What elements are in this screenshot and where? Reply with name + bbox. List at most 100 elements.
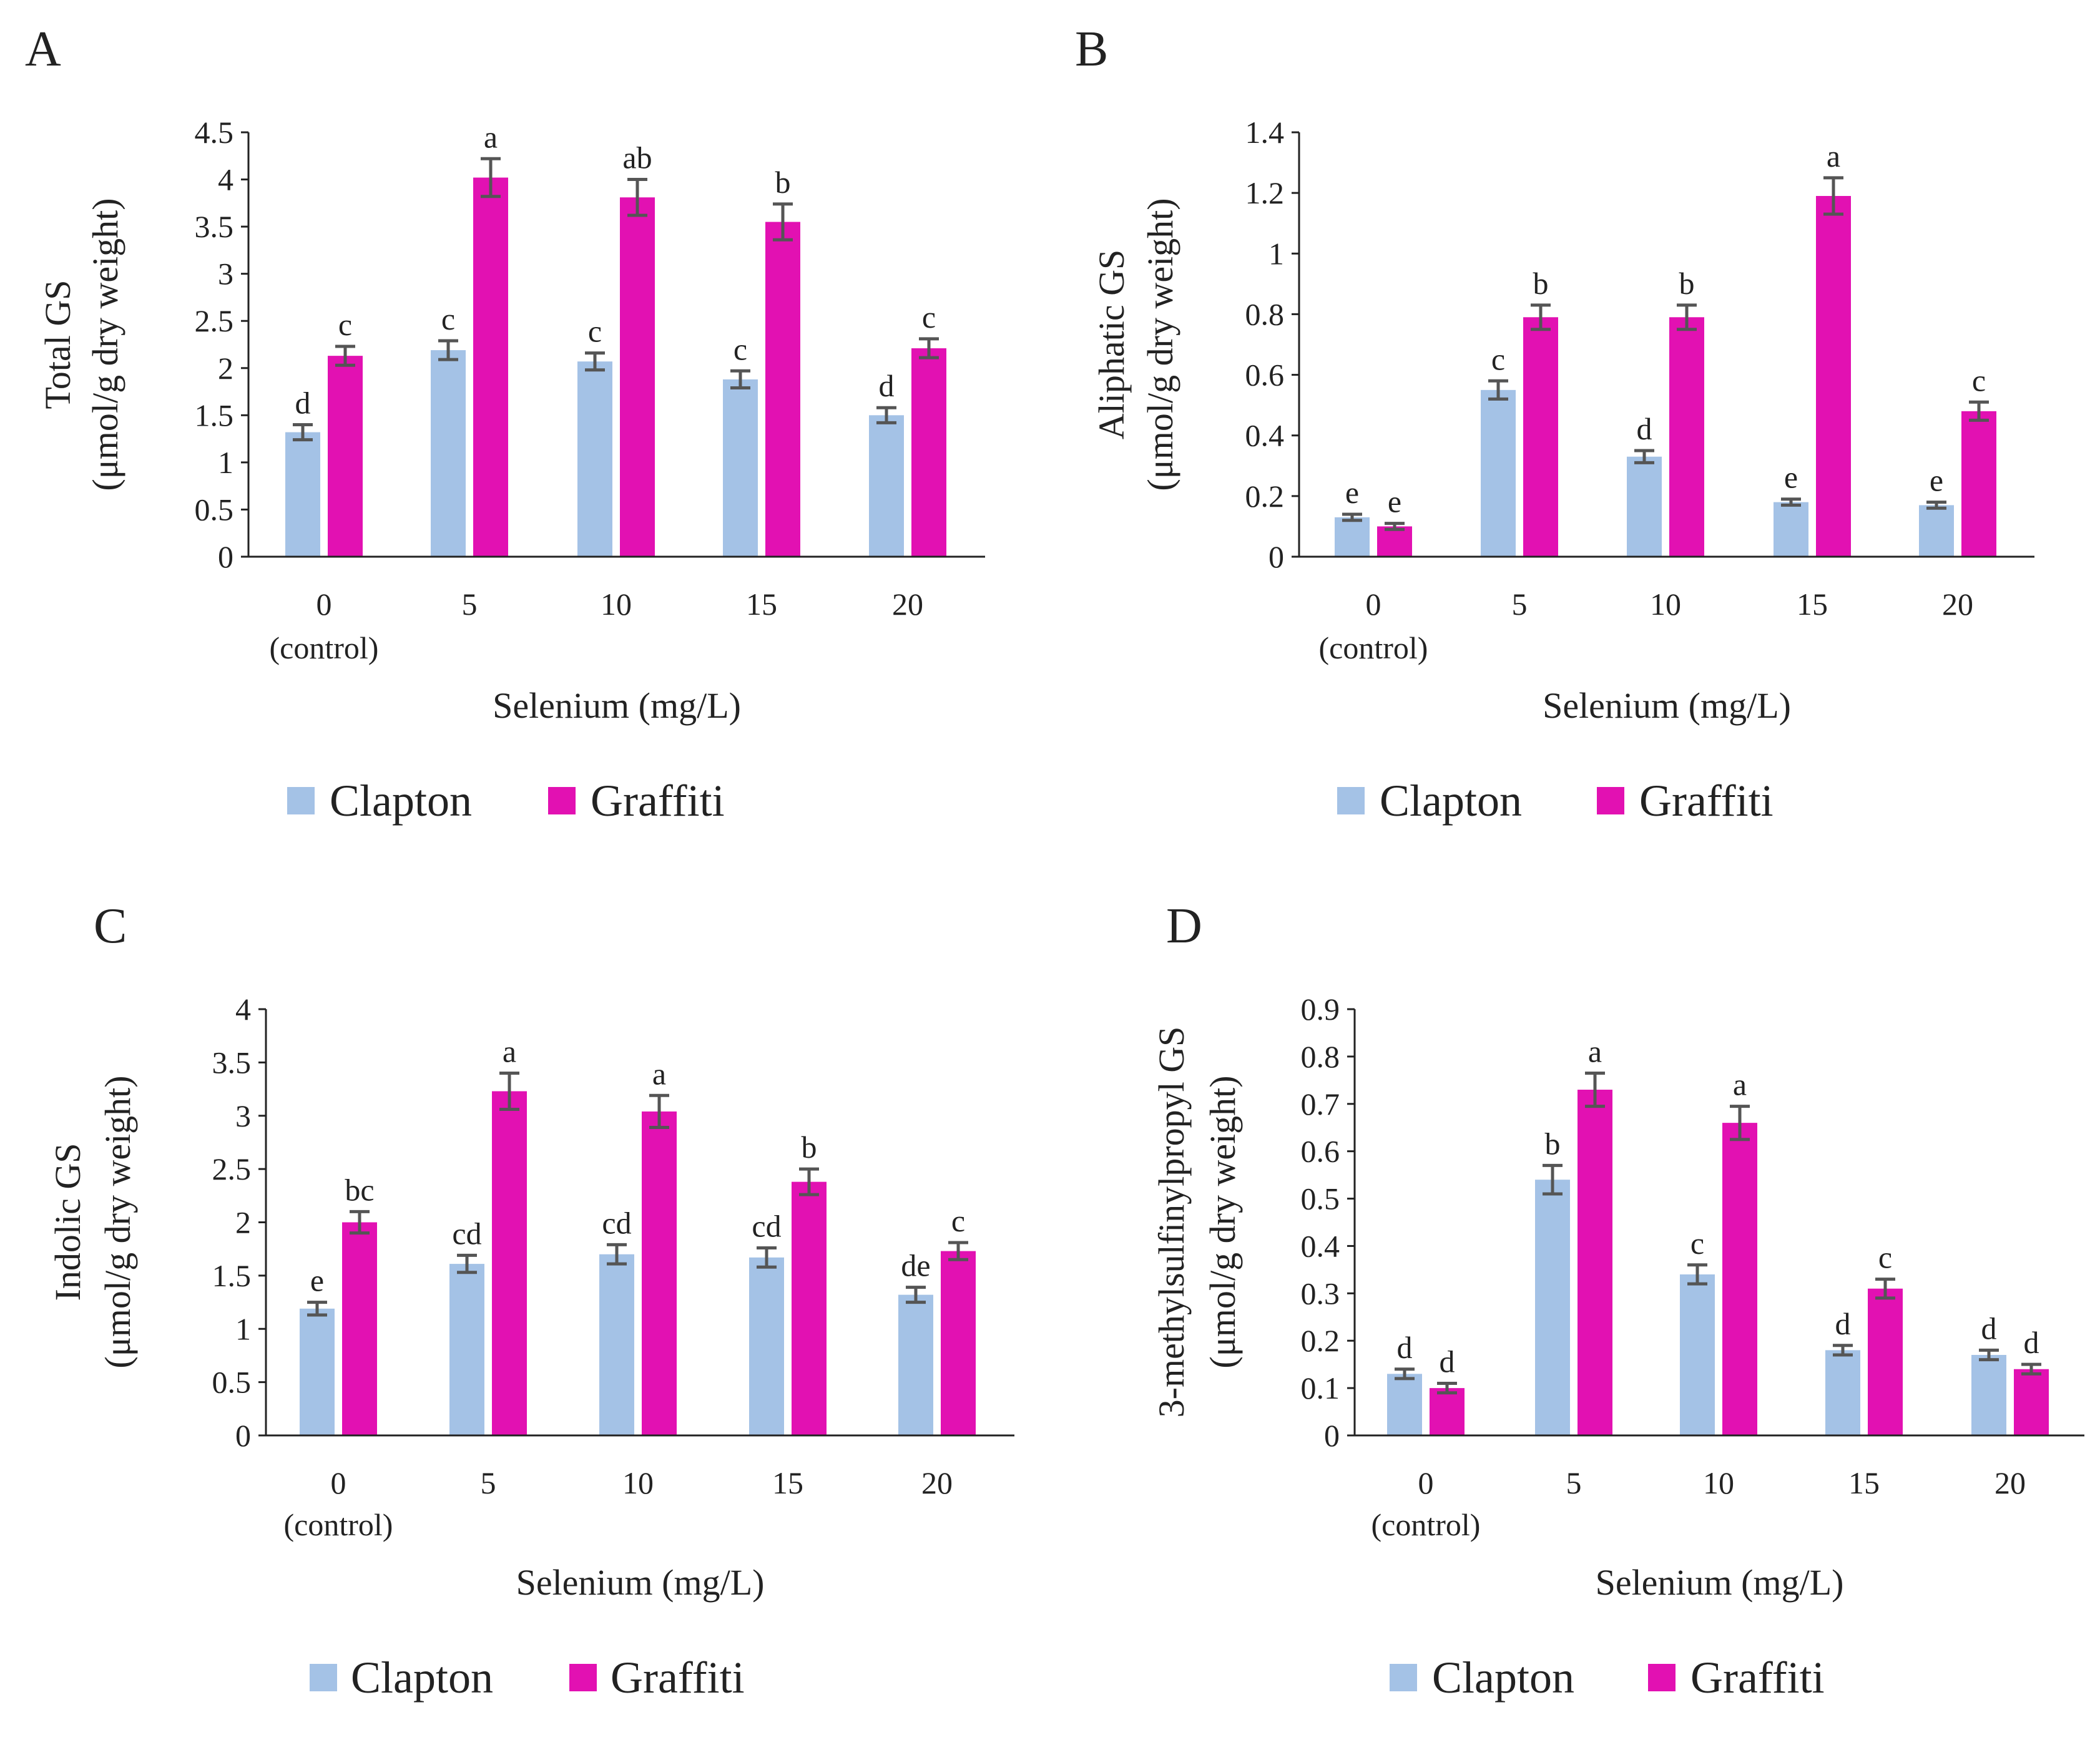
x-tick-sublabel: (control)	[1319, 630, 1428, 665]
significance-label: d	[879, 368, 895, 403]
significance-label: e	[310, 1263, 324, 1298]
error-bar	[1979, 1348, 1999, 1362]
legend: Clapton Graffiti	[287, 776, 725, 826]
significance-label: e	[1784, 460, 1798, 495]
y-tick-label: 3	[235, 1098, 251, 1133]
chart-panel-a: A00.511.522.533.544.5dc ccdcaabbc0(contro…	[25, 22, 985, 826]
significance-label: d	[1397, 1330, 1413, 1365]
legend-label-clapton: Clapton	[351, 1653, 493, 1703]
significance-label: b	[1679, 266, 1695, 301]
significance-label: de	[901, 1248, 930, 1283]
y-tick-label: 1	[218, 445, 233, 480]
x-tick-label: 10	[622, 1465, 654, 1500]
y-tick-label: 0.9	[1301, 992, 1340, 1027]
y-tick-label: 1.2	[1245, 175, 1285, 210]
bar-graffiti	[642, 1111, 677, 1435]
error-bar	[607, 1243, 627, 1266]
significance-label: a	[1827, 139, 1840, 174]
y-tick-label: 0	[235, 1418, 251, 1453]
significance-label: cd	[452, 1216, 481, 1251]
x-tick-sublabel: (control)	[284, 1507, 393, 1542]
error-bar	[773, 202, 793, 242]
error-bar	[2021, 1362, 2041, 1376]
error-bar	[730, 369, 750, 390]
error-bar	[335, 345, 355, 367]
error-bar	[481, 157, 501, 198]
significance-label: c	[588, 314, 602, 349]
error-bar	[1687, 1263, 1707, 1286]
error-bar	[1531, 303, 1551, 331]
error-bar	[1875, 1278, 1895, 1300]
y-tick-label: 2	[218, 351, 233, 386]
x-tick-sublabel: (control)	[270, 630, 379, 665]
y-tick-label: 0.5	[212, 1365, 252, 1400]
legend-swatch-clapton	[287, 787, 315, 814]
bar-clapton	[1335, 517, 1370, 557]
y-tick-label: 1.5	[195, 398, 234, 433]
significance-label: a	[503, 1034, 516, 1068]
bar-clapton	[898, 1294, 933, 1435]
x-tick-label: 5	[481, 1465, 496, 1500]
y-tick-label: 0.7	[1301, 1087, 1340, 1122]
x-tick-label: 0	[1418, 1465, 1434, 1500]
y-tick-label: 0.6	[1301, 1134, 1340, 1169]
x-tick-label: 15	[746, 587, 777, 622]
x-tick-label: 5	[462, 587, 478, 622]
y-tick-label: 0.3	[1301, 1276, 1340, 1311]
bar-clapton	[1774, 502, 1808, 557]
x-tick-label: 5	[1512, 587, 1528, 622]
significance-label: d	[2024, 1325, 2039, 1360]
significance-label: d	[1440, 1344, 1455, 1379]
y-tick-label: 1	[1268, 236, 1284, 271]
significance-label: c	[441, 301, 455, 336]
y-axis-title-line: (μmol/g dry weight)	[1140, 198, 1180, 491]
y-axis-title-line: 3-methylsulfinylpropyl GS	[1151, 1027, 1192, 1418]
significance-label: c	[1878, 1240, 1892, 1275]
x-tick-label: 20	[1942, 587, 1973, 622]
x-tick-label: 20	[892, 587, 923, 622]
x-axis-title: Selenium (mg/L)	[516, 1562, 765, 1603]
legend-swatch-graffiti	[569, 1664, 597, 1691]
panel-letter: A	[25, 22, 61, 77]
error-bar	[1730, 1105, 1750, 1141]
significance-label: c	[951, 1203, 965, 1238]
x-tick-label: 10	[1650, 587, 1681, 622]
bar-graffiti	[473, 177, 508, 557]
legend: Clapton Graffiti	[1337, 776, 1774, 826]
error-bar	[1781, 497, 1801, 507]
significance-label: a	[484, 119, 498, 154]
y-tick-label: 3.5	[212, 1045, 252, 1080]
legend-swatch-graffiti	[1597, 787, 1624, 814]
significance-label: bc	[345, 1172, 374, 1207]
y-tick-label: 0.5	[1301, 1181, 1340, 1216]
error-bar	[1488, 379, 1508, 401]
x-tick-label: 10	[601, 587, 632, 622]
bar-clapton	[1481, 389, 1516, 557]
y-tick-label: 0.5	[195, 492, 234, 527]
error-bar	[1677, 303, 1697, 331]
y-tick-label: 3.5	[195, 209, 234, 244]
y-tick-label: 4	[218, 162, 233, 197]
legend-swatch-graffiti	[548, 787, 576, 814]
significance-label: a	[1733, 1067, 1747, 1102]
legend-label-graffiti: Graffiti	[611, 1653, 745, 1703]
x-tick-label: 0	[316, 587, 332, 622]
bar-graffiti	[941, 1251, 976, 1435]
significance-label: cd	[602, 1205, 631, 1240]
significance-label: c	[338, 307, 352, 342]
legend-label-clapton: Clapton	[1432, 1653, 1574, 1703]
x-tick-label: 0	[331, 1465, 346, 1500]
error-bar	[906, 1286, 926, 1304]
error-bar	[1585, 1071, 1605, 1108]
x-tick-label: 5	[1566, 1465, 1582, 1500]
significance-label: d	[295, 385, 311, 420]
error-bar	[1437, 1382, 1457, 1395]
x-tick-label: 20	[921, 1465, 953, 1500]
x-axis-title: Selenium (mg/L)	[1596, 1562, 1844, 1603]
significance-label: c	[734, 331, 747, 366]
error-bar	[1385, 522, 1405, 531]
y-tick-label: 0.6	[1245, 358, 1285, 393]
